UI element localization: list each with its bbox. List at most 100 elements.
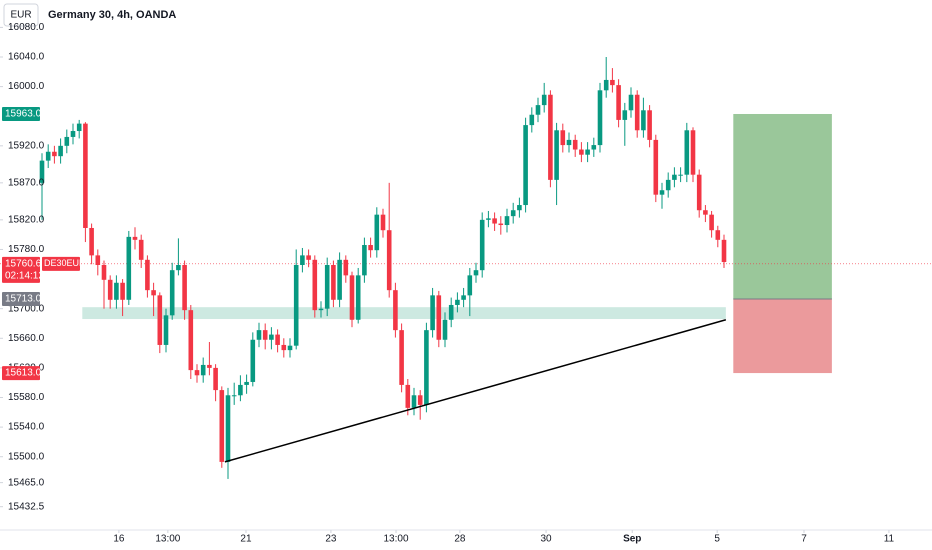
candle-body: [641, 110, 646, 131]
candle-body: [467, 275, 473, 296]
y-tick-label: 15700.0: [8, 303, 45, 314]
x-tick-label: 28: [454, 534, 466, 545]
candle-body: [281, 344, 287, 351]
candle-body: [45, 151, 51, 161]
candle-body: [157, 295, 163, 345]
x-tick-label: 7: [801, 534, 807, 545]
candle-body: [219, 390, 225, 462]
y-tick-label: 15870.0: [8, 177, 45, 188]
candle-body: [603, 79, 609, 91]
countdown: 02:14:12: [5, 270, 44, 281]
candle-body: [76, 123, 82, 132]
target-label: 15963.0: [5, 109, 42, 120]
candle-body: [169, 270, 175, 316]
candle-body: [591, 145, 597, 150]
y-tick-label: 16080.0: [8, 22, 45, 33]
candle-body: [256, 330, 262, 340]
entry-label: 15713.0: [5, 294, 42, 305]
symbol-box: [42, 256, 80, 271]
candle-body: [492, 218, 497, 224]
candle-body: [200, 364, 206, 376]
plot: [0, 56, 932, 479]
stop-label-box: [2, 366, 40, 381]
last-price-label: 15760.6: [5, 258, 42, 269]
candle-body: [306, 255, 311, 260]
x-tick-label: 5: [714, 534, 720, 545]
candle-body: [665, 179, 671, 191]
last-price-box: [2, 256, 40, 283]
candle-body: [312, 259, 318, 311]
x-tick-label: Sep: [623, 534, 641, 545]
candle-body: [225, 395, 231, 462]
candle-body: [145, 259, 150, 291]
candle-body: [535, 105, 541, 115]
currency[interactable]: EUR: [10, 10, 31, 21]
currency-box[interactable]: [3, 3, 39, 27]
candle-body: [355, 275, 361, 320]
candle-body: [678, 174, 683, 176]
candle-body: [473, 270, 479, 276]
candle-body: [690, 130, 696, 175]
candle-body: [318, 308, 324, 311]
candle-body: [120, 282, 125, 300]
candle-body: [250, 339, 256, 382]
candle-body: [275, 334, 280, 345]
candle-body: [424, 330, 429, 405]
candle-body: [411, 395, 417, 408]
candle-body: [126, 236, 132, 300]
y-tick-label: 15432.5: [8, 501, 45, 512]
candle-body: [566, 139, 572, 146]
candle-body: [380, 214, 386, 231]
candle-body: [554, 130, 559, 180]
candle-body: [560, 130, 566, 146]
candle-body: [52, 151, 57, 157]
candle-body: [39, 160, 45, 183]
candle-body: [417, 395, 423, 405]
candle-body: [653, 139, 659, 195]
candle-body: [659, 190, 665, 195]
y-tick-label: 16040.0: [8, 52, 45, 63]
candle-body: [504, 216, 510, 226]
candle-body: [138, 239, 144, 260]
y-tick-label: 15920.0: [8, 140, 45, 151]
candle-body: [510, 210, 516, 217]
candle-body: [517, 205, 522, 211]
candle-body: [585, 149, 590, 155]
candle-body: [132, 236, 138, 240]
candle-body: [399, 330, 404, 385]
candle-body: [331, 265, 336, 300]
candle-body: [213, 367, 218, 391]
candle-body: [461, 295, 466, 300]
candle-body: [529, 114, 535, 126]
candle-body: [622, 110, 628, 120]
candle-body: [709, 214, 714, 231]
candle-body: [151, 290, 156, 296]
candle-body: [114, 282, 119, 300]
y-tick-label: 15780.0: [8, 244, 45, 255]
candle-body: [448, 304, 454, 320]
candle-body: [386, 230, 392, 291]
candle-body: [715, 230, 721, 240]
support-zone: [82, 307, 726, 320]
candle-body: [163, 315, 169, 345]
entry-label-box: [2, 292, 40, 307]
y-tick-label: 15820.0: [8, 214, 45, 225]
candle-body: [262, 330, 268, 340]
chart-title: Germany 30, 4h, OANDA: [48, 9, 176, 21]
candle-body: [324, 265, 330, 309]
trendline: [224, 319, 727, 463]
x-tick-label: 21: [240, 534, 252, 545]
candle-body: [343, 259, 349, 276]
candle-body: [374, 214, 380, 251]
candle-body: [455, 299, 460, 305]
candle-body: [287, 345, 293, 351]
candle-body: [83, 123, 88, 228]
candle-body: [95, 255, 101, 265]
x-tick-label: 13:00: [155, 534, 180, 545]
candle-body: [498, 223, 504, 226]
candle-body: [572, 139, 578, 150]
candle-body: [368, 245, 373, 251]
candle-body: [70, 131, 76, 137]
candle-body: [231, 395, 237, 397]
